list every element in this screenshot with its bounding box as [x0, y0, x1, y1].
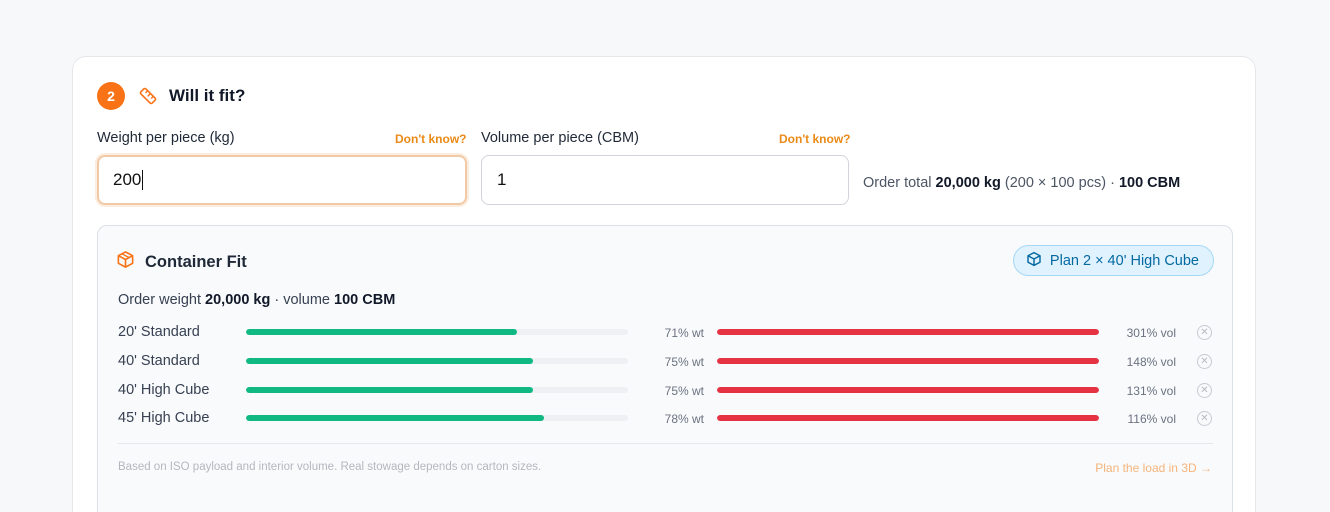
weight-bar	[246, 329, 628, 335]
volume-bar	[717, 415, 1099, 421]
container-fit-panel: Container Fit Plan 2 × 40' High Cube Ord…	[97, 225, 1233, 512]
order-total-weight: 20,000 kg	[935, 175, 1001, 191]
footnote: Based on ISO payload and interior volume…	[118, 461, 542, 473]
weight-bar-fill	[246, 329, 518, 335]
plan-button-label: Plan 2 × 40' High Cube	[1049, 252, 1199, 269]
volume-percent: 148% vol	[1126, 355, 1176, 369]
section-header: 2 Will it fit?	[97, 82, 245, 110]
close-circle-icon: ✕	[1197, 325, 1212, 340]
volume-input[interactable]: 1	[481, 155, 849, 205]
volume-percent: 131% vol	[1126, 384, 1176, 398]
container-row: 45' High Cube 78% wt 116% vol ✕	[118, 409, 1218, 429]
weight-percent: 75% wt	[664, 384, 704, 398]
summary-mid: · volume	[274, 292, 330, 308]
container-name: 20' Standard	[118, 324, 200, 340]
volume-bar-fill	[717, 415, 1099, 421]
text-caret	[142, 170, 144, 190]
container-name: 40' Standard	[118, 353, 200, 369]
weight-input[interactable]: 200	[97, 155, 467, 205]
order-total-detail: (200 × 100 pcs) ·	[1004, 175, 1115, 191]
volume-percent: 116% vol	[1127, 412, 1176, 426]
container-row: 40' High Cube 75% wt 131% vol ✕	[118, 381, 1218, 401]
volume-bar	[717, 387, 1099, 393]
order-total-prefix: Order total	[863, 175, 932, 191]
volume-bar	[717, 329, 1099, 335]
container-row: 20' Standard 71% wt 301% vol ✕	[118, 323, 1218, 343]
order-total-volume: 100 CBM	[1118, 175, 1181, 191]
volume-bar-fill	[717, 329, 1099, 335]
volume-bar-fill	[717, 358, 1099, 364]
close-circle-icon: ✕	[1197, 383, 1212, 398]
close-circle-icon: ✕	[1197, 411, 1212, 426]
cube-icon	[1026, 251, 1042, 271]
volume-label: Volume per piece (CBM)	[481, 130, 639, 146]
order-summary: Order weight 20,000 kg · volume 100 CBM	[118, 292, 395, 308]
weight-bar	[246, 358, 628, 364]
close-circle-icon: ✕	[1197, 354, 1212, 369]
plan-containers-button[interactable]: Plan 2 × 40' High Cube	[1012, 245, 1214, 276]
ruler-icon	[137, 85, 159, 107]
summary-volume: 100 CBM	[334, 292, 396, 308]
weight-percent: 78% wt	[664, 412, 704, 426]
divider	[118, 443, 1213, 444]
order-total: Order total 20,000 kg (200 × 100 pcs) · …	[863, 175, 1180, 191]
weight-bar-fill	[246, 387, 533, 393]
plan-3d-link[interactable]: Plan the load in 3D →	[1095, 461, 1212, 475]
weight-label: Weight per piece (kg)	[97, 130, 235, 146]
step-badge: 2	[97, 82, 125, 110]
volume-help-link[interactable]: Don't know?	[779, 132, 851, 146]
weight-bar	[246, 387, 628, 393]
weight-percent: 75% wt	[664, 355, 704, 369]
will-it-fit-card: 2 Will it fit? Weight per piece (kg) Don…	[72, 56, 1256, 512]
volume-input-value: 1	[497, 170, 507, 189]
volume-percent: 301% vol	[1126, 326, 1176, 340]
container-fit-header: Container Fit	[116, 250, 247, 274]
weight-help-link[interactable]: Don't know?	[395, 132, 467, 146]
volume-bar-fill	[717, 387, 1099, 393]
container-name: 45' High Cube	[118, 410, 210, 426]
weight-bar	[246, 415, 628, 421]
weight-bar-fill	[246, 415, 544, 421]
volume-bar	[717, 358, 1099, 364]
weight-input-value: 200	[113, 170, 142, 189]
box-icon	[116, 250, 135, 274]
summary-weight: 20,000 kg	[205, 292, 271, 308]
weight-percent: 71% wt	[664, 326, 704, 340]
container-fit-title: Container Fit	[145, 252, 247, 271]
section-title: Will it fit?	[169, 86, 246, 105]
container-name: 40' High Cube	[118, 382, 210, 398]
summary-prefix: Order weight	[118, 292, 202, 308]
weight-bar-fill	[246, 358, 533, 364]
container-row: 40' Standard 75% wt 148% vol ✕	[118, 352, 1218, 372]
